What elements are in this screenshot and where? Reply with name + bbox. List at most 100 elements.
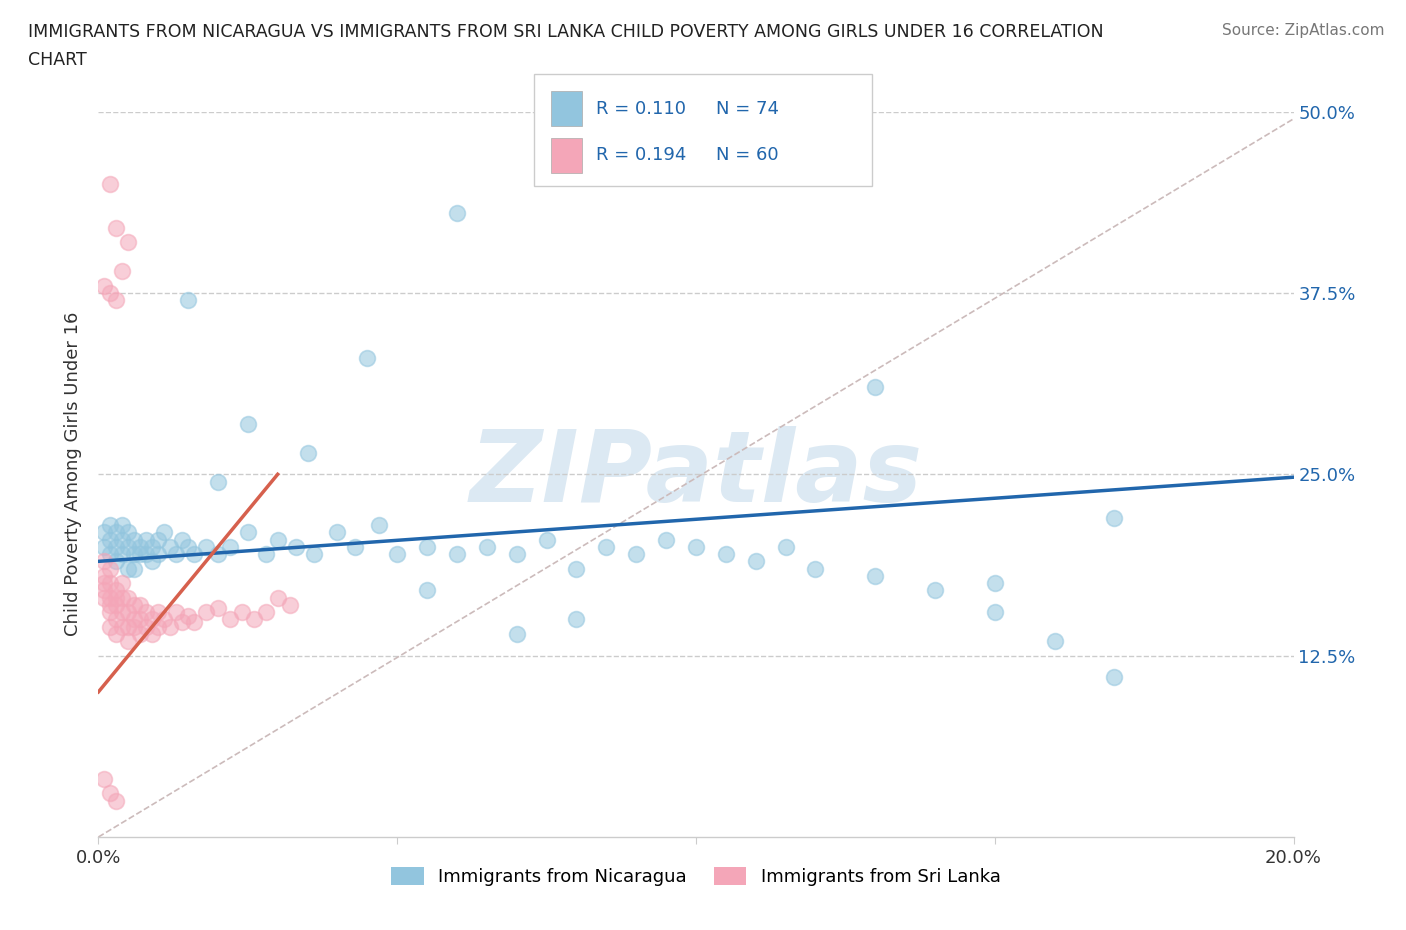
- Point: [111, 576, 134, 591]
- Point: [714, 547, 737, 562]
- Point: [117, 633, 139, 648]
- Point: [98, 547, 122, 562]
- Point: [219, 539, 242, 554]
- Point: [775, 539, 797, 554]
- Point: [141, 612, 163, 627]
- Point: [207, 547, 229, 562]
- Point: [124, 547, 146, 562]
- Point: [172, 615, 194, 630]
- Point: [98, 597, 122, 612]
- Point: [207, 474, 229, 489]
- Point: [267, 532, 290, 547]
- Text: CHART: CHART: [28, 51, 87, 69]
- Point: [98, 286, 122, 300]
- Point: [93, 772, 115, 787]
- Point: [165, 547, 187, 562]
- Point: [135, 547, 157, 562]
- Legend: Immigrants from Nicaragua, Immigrants from Sri Lanka: Immigrants from Nicaragua, Immigrants fr…: [384, 859, 1008, 893]
- Point: [267, 591, 290, 605]
- Point: [117, 619, 139, 634]
- Point: [105, 627, 128, 642]
- Point: [141, 554, 163, 569]
- Point: [93, 525, 115, 539]
- Point: [148, 532, 170, 547]
- Point: [159, 619, 181, 634]
- Point: [356, 351, 378, 365]
- Point: [254, 547, 277, 562]
- Point: [93, 554, 115, 569]
- Point: [98, 786, 122, 801]
- Point: [117, 604, 139, 619]
- Point: [1043, 633, 1066, 648]
- Point: [141, 539, 163, 554]
- Point: [207, 601, 229, 616]
- Point: [219, 612, 242, 627]
- Point: [236, 416, 259, 431]
- Point: [165, 604, 187, 619]
- Point: [326, 525, 349, 539]
- Point: [506, 547, 529, 562]
- Point: [105, 554, 128, 569]
- Point: [804, 561, 827, 576]
- Point: [148, 619, 170, 634]
- Point: [93, 278, 115, 293]
- Point: [105, 539, 128, 554]
- Point: [98, 619, 122, 634]
- Point: [416, 583, 439, 598]
- Point: [159, 539, 181, 554]
- Point: [105, 793, 128, 808]
- Point: [475, 539, 498, 554]
- Point: [124, 619, 146, 634]
- Point: [111, 518, 134, 533]
- Point: [111, 547, 134, 562]
- Text: R = 0.194: R = 0.194: [596, 146, 686, 165]
- Point: [124, 612, 146, 627]
- Point: [98, 532, 122, 547]
- Point: [344, 539, 367, 554]
- Point: [626, 547, 648, 562]
- Point: [124, 561, 146, 576]
- Point: [117, 234, 139, 249]
- Point: [93, 591, 115, 605]
- Point: [148, 604, 170, 619]
- Point: [565, 561, 588, 576]
- Point: [117, 561, 139, 576]
- Point: [506, 627, 529, 642]
- Point: [236, 525, 259, 539]
- Point: [195, 539, 218, 554]
- Point: [284, 539, 307, 554]
- Point: [98, 576, 122, 591]
- Point: [148, 547, 170, 562]
- Point: [865, 379, 887, 394]
- Point: [278, 597, 301, 612]
- Point: [124, 532, 146, 547]
- Point: [368, 518, 391, 533]
- Text: Source: ZipAtlas.com: Source: ZipAtlas.com: [1222, 23, 1385, 38]
- Point: [98, 518, 122, 533]
- Point: [416, 539, 439, 554]
- Point: [105, 612, 128, 627]
- Point: [117, 525, 139, 539]
- Point: [117, 591, 139, 605]
- Point: [865, 568, 887, 583]
- Point: [595, 539, 617, 554]
- Point: [446, 206, 468, 220]
- Point: [195, 604, 218, 619]
- Text: IMMIGRANTS FROM NICARAGUA VS IMMIGRANTS FROM SRI LANKA CHILD POVERTY AMONG GIRLS: IMMIGRANTS FROM NICARAGUA VS IMMIGRANTS …: [28, 23, 1104, 41]
- Text: N = 60: N = 60: [716, 146, 779, 165]
- Point: [536, 532, 558, 547]
- Point: [129, 597, 152, 612]
- Point: [111, 591, 134, 605]
- Point: [685, 539, 707, 554]
- Point: [183, 547, 205, 562]
- Point: [98, 177, 122, 192]
- Point: [243, 612, 266, 627]
- Point: [1104, 670, 1126, 684]
- Point: [105, 597, 128, 612]
- Point: [302, 547, 325, 562]
- Point: [655, 532, 678, 547]
- Point: [105, 583, 128, 598]
- Point: [385, 547, 409, 562]
- Point: [565, 612, 588, 627]
- Point: [924, 583, 946, 598]
